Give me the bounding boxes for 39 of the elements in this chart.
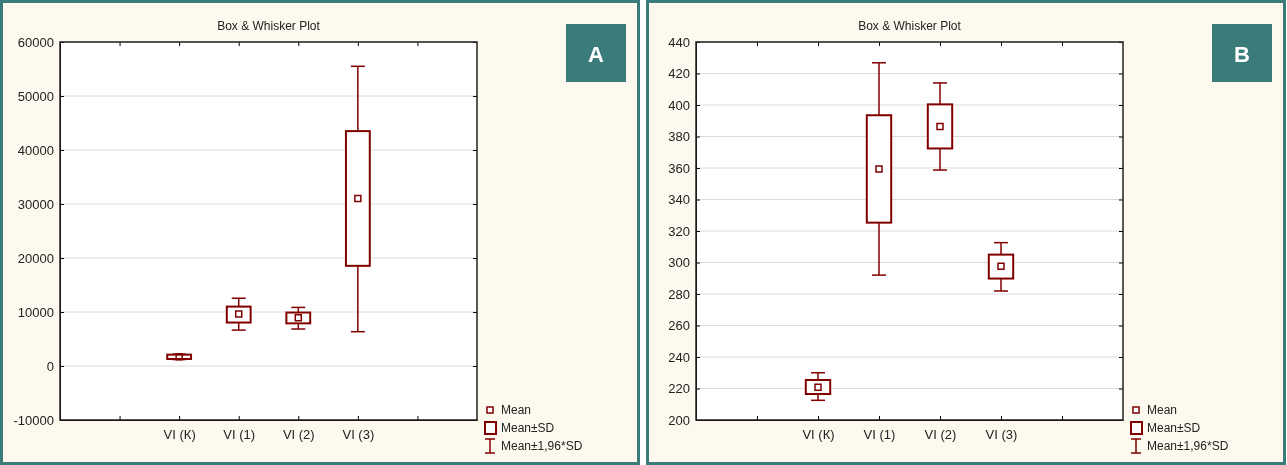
y-tick-label: 220 xyxy=(668,381,690,397)
y-tick-label: 280 xyxy=(668,286,690,302)
chart-title: Box & Whisker Plot xyxy=(858,19,962,33)
text: Mean±SD xyxy=(501,421,555,435)
text: Mean±1,96*SD xyxy=(1147,439,1229,453)
y-tick-label: 200 xyxy=(668,412,690,428)
x-tick-label: VI (К) xyxy=(163,427,196,443)
x-tick-label: VI (3) xyxy=(342,427,375,443)
y-tick-label: 240 xyxy=(668,349,690,365)
y-tick-label: 440 xyxy=(668,34,690,50)
x-tick-label: VI (К) xyxy=(802,427,835,443)
x-tick-label: VI (2) xyxy=(282,427,315,443)
y-tick-label: 0 xyxy=(46,358,54,374)
y-tick-label: 400 xyxy=(668,97,690,113)
text: Mean xyxy=(1147,403,1178,417)
chart-title: Box & Whisker Plot xyxy=(217,19,321,33)
y-tick-label: 260 xyxy=(668,318,690,334)
x-tick-label: VI (3) xyxy=(985,427,1018,443)
y-tick-label: 380 xyxy=(668,129,690,145)
text: Mean±SD xyxy=(1147,421,1201,435)
y-tick-label: 60000 xyxy=(17,34,54,50)
y-tick-label: 420 xyxy=(668,66,690,82)
y-tick-label: 10000 xyxy=(17,304,54,320)
y-tick-label: 50000 xyxy=(17,88,54,104)
text: Mean±1,96*SD xyxy=(501,439,583,453)
y-tick-label: 340 xyxy=(668,192,690,208)
panel-badge: A xyxy=(566,24,626,82)
y-tick-label: 40000 xyxy=(17,142,54,158)
y-tick-label: 300 xyxy=(668,255,690,271)
y-tick-label: 30000 xyxy=(17,196,54,212)
y-tick-label: -10000 xyxy=(13,412,54,428)
y-tick-label: 320 xyxy=(668,223,690,239)
y-tick-label: 360 xyxy=(668,160,690,176)
y-tick-label: 20000 xyxy=(17,250,54,266)
text: Mean xyxy=(501,403,532,417)
x-tick-label: VI (1) xyxy=(863,427,896,443)
x-tick-label: VI (2) xyxy=(924,427,957,443)
panel-badge: B xyxy=(1212,24,1272,82)
x-tick-label: VI (1) xyxy=(223,427,256,443)
